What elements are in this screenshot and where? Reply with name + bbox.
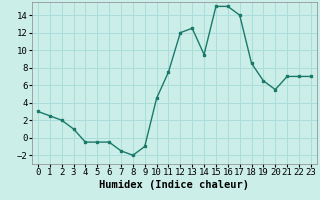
X-axis label: Humidex (Indice chaleur): Humidex (Indice chaleur) <box>100 180 249 190</box>
